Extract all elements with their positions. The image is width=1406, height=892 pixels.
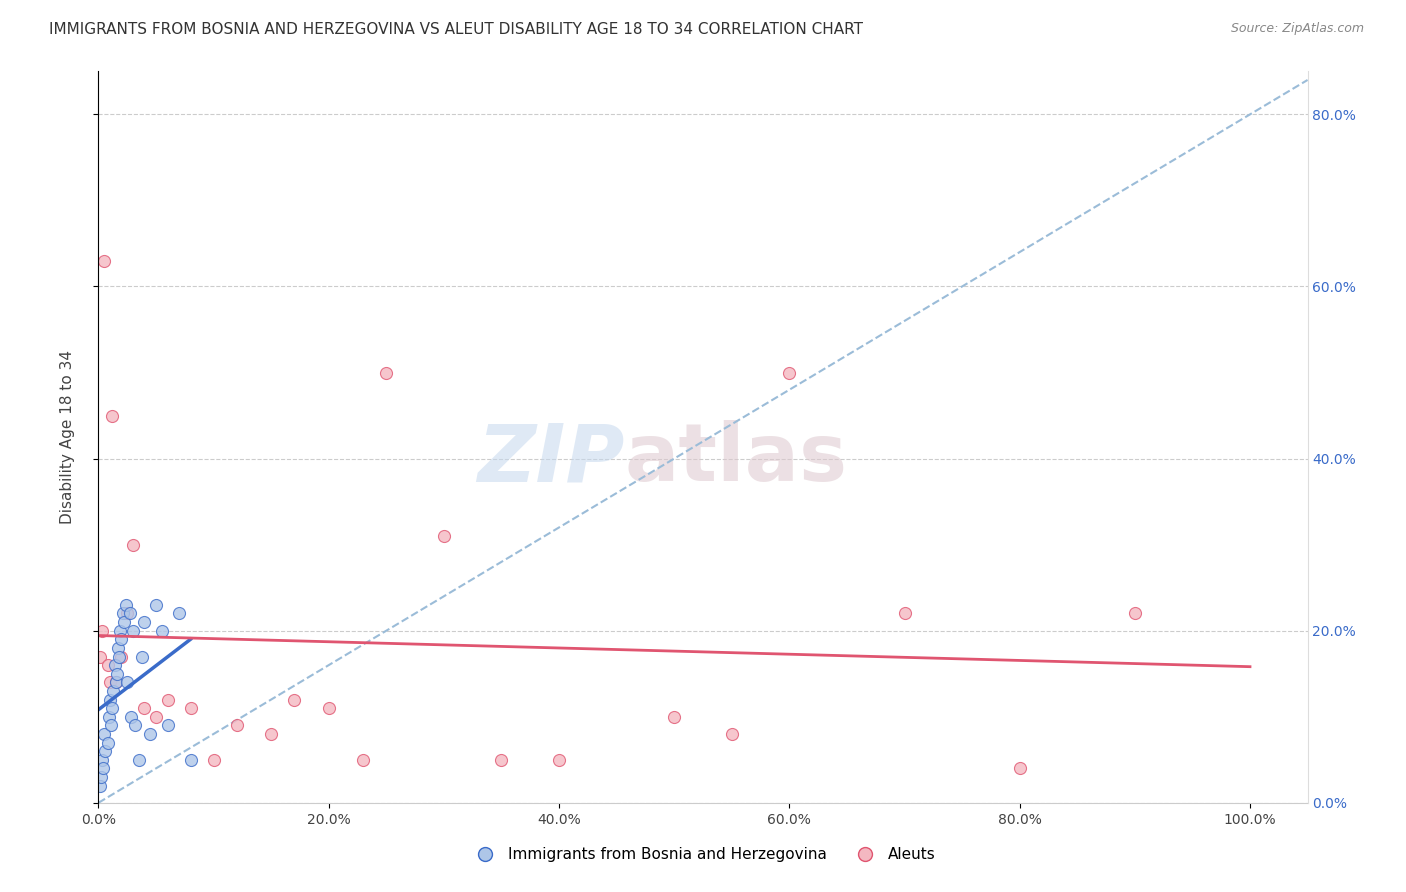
- Point: [89, 649, 111, 664]
- Point: [90, 753, 112, 767]
- Point: [352, 753, 374, 767]
- Point: [101, 409, 124, 423]
- Point: [110, 624, 132, 638]
- Point: [548, 753, 571, 767]
- Point: [110, 632, 132, 647]
- Text: Source: ZipAtlas.com: Source: ZipAtlas.com: [1230, 22, 1364, 36]
- Point: [180, 753, 202, 767]
- Point: [94, 744, 117, 758]
- Point: [103, 684, 125, 698]
- Point: [118, 607, 141, 621]
- Point: [145, 710, 167, 724]
- Point: [150, 624, 173, 638]
- Point: [112, 615, 135, 629]
- Point: [134, 615, 156, 629]
- Point: [318, 701, 340, 715]
- Point: [91, 761, 114, 775]
- Point: [97, 710, 120, 724]
- Point: [90, 624, 112, 638]
- Point: [105, 666, 128, 681]
- Text: atlas: atlas: [624, 420, 848, 498]
- Point: [100, 718, 122, 732]
- Point: [115, 607, 138, 621]
- Text: IMMIGRANTS FROM BOSNIA AND HERZEGOVINA VS ALEUT DISABILITY AGE 18 TO 34 CORRELAT: IMMIGRANTS FROM BOSNIA AND HERZEGOVINA V…: [49, 22, 863, 37]
- Point: [778, 366, 800, 380]
- Point: [120, 710, 142, 724]
- Point: [90, 770, 112, 784]
- Point: [98, 675, 121, 690]
- Point: [664, 710, 686, 724]
- Point: [156, 718, 179, 732]
- Point: [225, 718, 247, 732]
- Legend: Immigrants from Bosnia and Herzegovina, Aleuts: Immigrants from Bosnia and Herzegovina, …: [464, 841, 942, 868]
- Point: [110, 649, 132, 664]
- Point: [156, 692, 179, 706]
- Point: [260, 727, 283, 741]
- Point: [180, 701, 202, 715]
- Point: [128, 753, 150, 767]
- Point: [1123, 607, 1146, 621]
- Point: [89, 779, 111, 793]
- Point: [375, 366, 398, 380]
- Point: [115, 598, 138, 612]
- Point: [108, 649, 131, 664]
- Y-axis label: Disability Age 18 to 34: Disability Age 18 to 34: [60, 350, 75, 524]
- Point: [167, 607, 190, 621]
- Point: [491, 753, 513, 767]
- Point: [202, 753, 225, 767]
- Point: [131, 649, 153, 664]
- Point: [115, 675, 138, 690]
- Point: [104, 675, 127, 690]
- Point: [145, 598, 167, 612]
- Point: [122, 538, 145, 552]
- Point: [97, 658, 120, 673]
- Point: [97, 735, 120, 749]
- Point: [111, 607, 134, 621]
- Point: [139, 727, 162, 741]
- Point: [124, 718, 146, 732]
- Point: [104, 675, 127, 690]
- Point: [103, 658, 125, 673]
- Point: [122, 624, 145, 638]
- Point: [93, 727, 115, 741]
- Point: [101, 701, 124, 715]
- Point: [433, 529, 456, 543]
- Point: [720, 727, 742, 741]
- Point: [1008, 761, 1031, 775]
- Point: [134, 701, 156, 715]
- Point: [893, 607, 915, 621]
- Point: [93, 253, 115, 268]
- Text: ZIP: ZIP: [477, 420, 624, 498]
- Point: [283, 692, 305, 706]
- Point: [98, 692, 121, 706]
- Point: [107, 640, 129, 655]
